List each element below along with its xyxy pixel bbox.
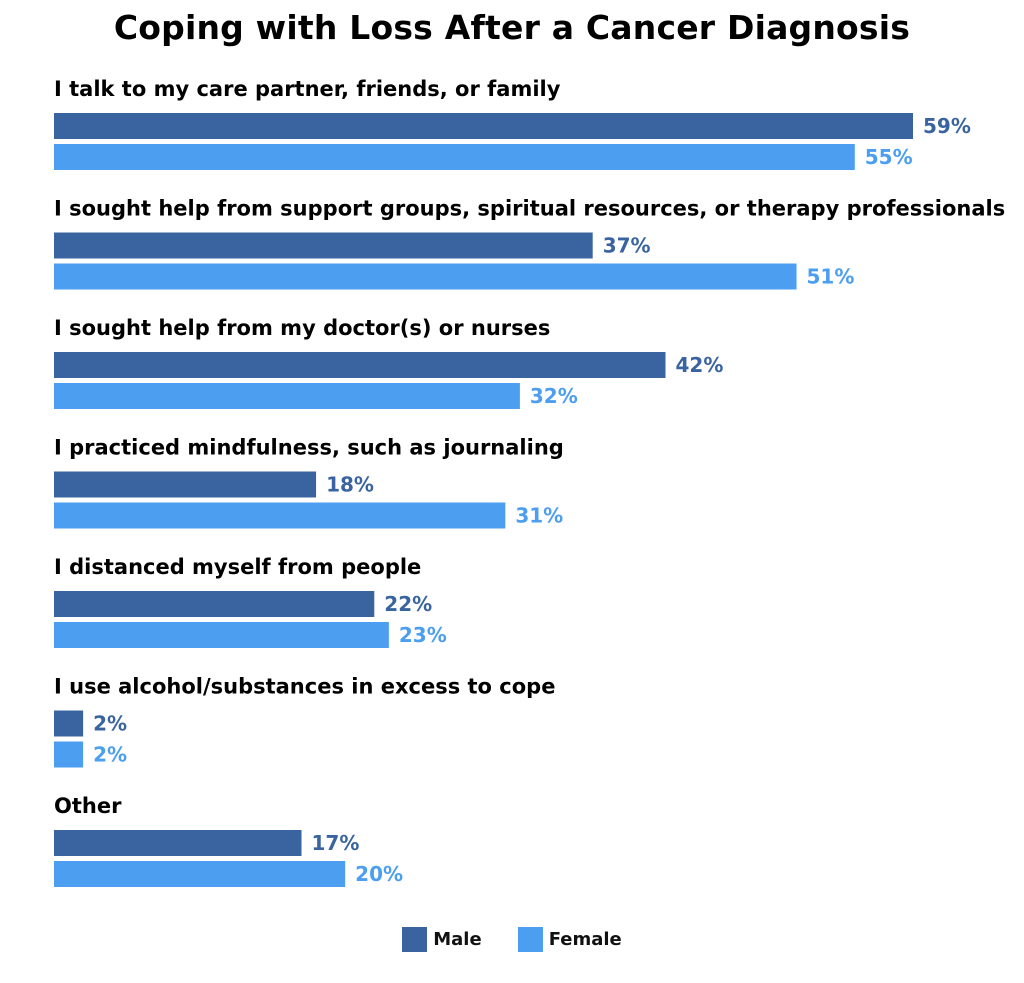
legend-swatch-female xyxy=(517,927,543,952)
category-label: I distanced myself from people xyxy=(54,555,421,579)
data-label-female: 23% xyxy=(399,623,447,647)
category-label: Other xyxy=(54,794,122,818)
bar-male xyxy=(54,710,84,737)
category-group: I use alcohol/substances in excess to co… xyxy=(54,675,555,768)
data-label-male: 37% xyxy=(603,234,651,258)
category-group: I sought help from support groups, spiri… xyxy=(54,197,1005,290)
data-label-male: 22% xyxy=(384,592,432,616)
data-label-male: 2% xyxy=(93,712,127,736)
category-group: I practiced mindfulness, such as journal… xyxy=(54,436,564,529)
data-label-female: 55% xyxy=(865,145,913,169)
bar-female xyxy=(54,502,506,529)
bar-female xyxy=(54,622,389,648)
category-label: I talk to my care partner, friends, or f… xyxy=(54,77,561,101)
bar-male xyxy=(54,352,666,378)
bar-female xyxy=(54,741,84,768)
legend-label-female: Female xyxy=(548,929,622,950)
data-label-female: 2% xyxy=(93,743,127,767)
category-label: I practiced mindfulness, such as journal… xyxy=(54,436,564,460)
bar-male xyxy=(54,830,302,856)
category-group: I talk to my care partner, friends, or f… xyxy=(54,77,971,170)
legend-label-male: Male xyxy=(433,929,482,950)
category-group: I distanced myself from people 22% 23% xyxy=(54,555,447,648)
data-label-female: 32% xyxy=(530,384,578,408)
chart-title: Coping with Loss After a Cancer Diagnosi… xyxy=(113,8,911,47)
bar-female xyxy=(54,383,520,409)
bar-female xyxy=(54,861,346,887)
bar-male xyxy=(54,471,317,498)
data-label-male: 17% xyxy=(312,831,360,855)
bar-female xyxy=(54,144,855,170)
data-label-female: 31% xyxy=(515,504,563,528)
category-label: I sought help from my doctor(s) or nurse… xyxy=(54,316,550,340)
category-group: Other 17% 20% xyxy=(54,794,403,887)
category-group: I sought help from my doctor(s) or nurse… xyxy=(54,316,723,409)
legend-item-female: Female xyxy=(517,927,622,952)
category-label: I use alcohol/substances in excess to co… xyxy=(54,675,555,699)
data-label-male: 18% xyxy=(326,473,374,497)
data-label-female: 20% xyxy=(355,862,403,886)
data-label-female: 51% xyxy=(807,265,855,289)
category-label: I sought help from support groups, spiri… xyxy=(54,197,1005,221)
legend: Male Female xyxy=(0,927,1024,952)
legend-item-male: Male xyxy=(402,927,482,952)
bar-female xyxy=(54,263,797,290)
data-label-male: 59% xyxy=(923,114,971,138)
legend-swatch-male xyxy=(402,927,428,952)
bar-male xyxy=(54,591,375,617)
bar-male xyxy=(54,232,593,259)
bar-male xyxy=(54,113,913,139)
data-label-male: 42% xyxy=(675,353,723,377)
